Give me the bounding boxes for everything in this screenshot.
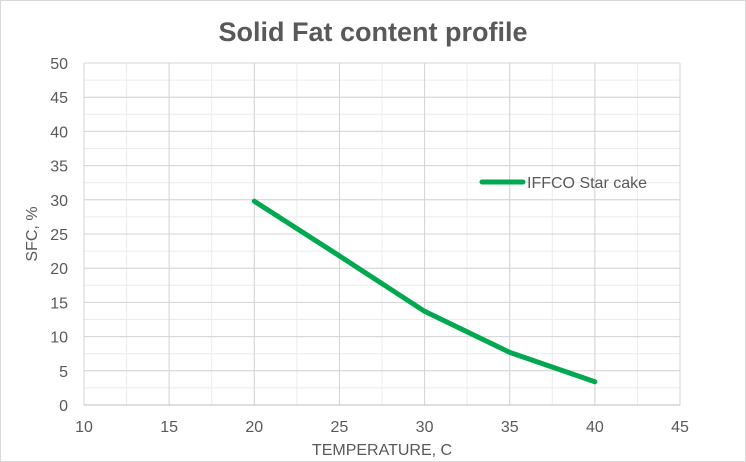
y-tick-label: 35 [50,159,68,176]
y-axis-title: SFC, % [24,206,41,261]
x-tick-label: 30 [416,419,434,436]
legend-label-iffco-star-cake: IFFCO Star cake [527,175,647,192]
chart-title: Solid Fat content profile [218,17,528,47]
x-axis-title: TEMPERATURE, C [312,442,452,459]
x-tick-label: 25 [331,419,349,436]
x-tick-label: 15 [160,419,178,436]
y-tick-label: 45 [50,90,68,107]
tick-layer: 10 15 20 25 30 35 40 45 0 5 10 15 20 25 30 35 40 45 50 [50,56,689,436]
y-tick-label: 15 [50,295,68,312]
y-tick-label: 5 [59,364,68,381]
grid-layer [83,62,681,406]
x-tick-label: 10 [75,419,93,436]
y-tick-label: 20 [50,261,68,278]
x-tick-label: 20 [245,419,263,436]
y-tick-label: 50 [50,56,68,73]
legend-layer: IFFCO Star cake [479,175,647,192]
y-tick-label: 0 [59,398,68,415]
y-tick-label: 30 [50,193,68,210]
y-tick-label: 10 [50,330,68,347]
series-layer [251,198,598,385]
y-tick-label: 40 [50,124,68,141]
x-tick-label: 35 [501,419,519,436]
x-tick-label: 45 [671,419,689,436]
y-tick-label: 25 [50,227,68,244]
x-tick-label: 40 [586,419,604,436]
